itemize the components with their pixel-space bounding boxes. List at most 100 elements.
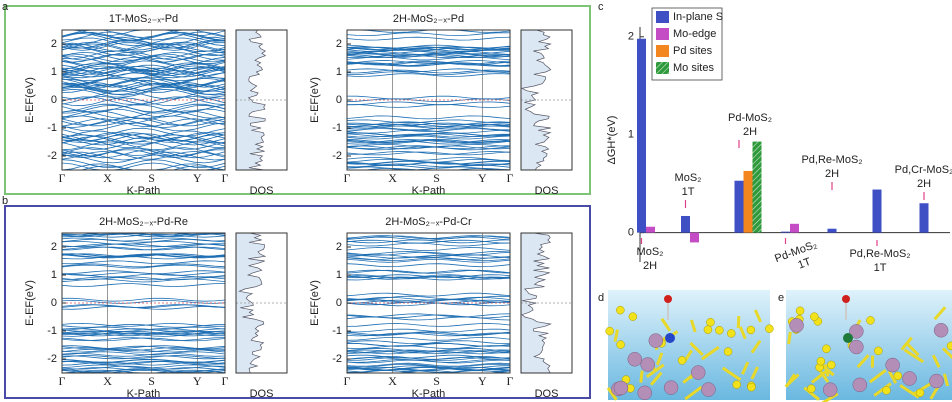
- x-tick-label: S: [148, 171, 155, 185]
- atom: [616, 306, 624, 314]
- panel-letter: b: [2, 195, 8, 207]
- legend-swatch: [656, 45, 669, 57]
- atom: [747, 383, 755, 391]
- atom: [649, 334, 663, 348]
- x-tick-label: Γ: [59, 374, 66, 388]
- category-label: 2H: [917, 178, 931, 190]
- y-tick-label: 1: [51, 66, 57, 78]
- chart-title: 2H-MoS₂₋ₓ-Pd-Re: [99, 216, 188, 228]
- atom: [822, 345, 830, 353]
- atom: [874, 347, 882, 355]
- panel-letter: d: [598, 292, 604, 304]
- y-tick-label: 1: [51, 269, 57, 281]
- y-tick-label: 0: [336, 94, 342, 106]
- y-tick-label: -1: [332, 122, 342, 134]
- bar: [753, 142, 762, 233]
- x-tick-label: X: [388, 374, 397, 388]
- x-tick-label: Γ: [344, 171, 351, 185]
- legend-label: In-plane S: [673, 11, 723, 23]
- bar: [873, 190, 882, 233]
- band-line: [347, 324, 510, 327]
- band-line: [347, 120, 510, 123]
- category-label: 2H: [825, 168, 839, 180]
- y-tick-label: 1: [336, 66, 342, 78]
- y-tick-label: -2: [332, 353, 342, 365]
- band-line: [347, 248, 510, 251]
- x-tick-label: X: [103, 374, 112, 388]
- category-label: MoS₂: [637, 246, 664, 258]
- legend-swatch: [656, 62, 669, 74]
- category-label: 2H: [743, 126, 757, 138]
- band-line: [62, 274, 225, 277]
- atom: [930, 374, 944, 388]
- x-tick-label: Γ: [222, 171, 229, 185]
- band-line: [347, 105, 510, 108]
- dos-label: DOS: [250, 185, 274, 197]
- bar: [690, 233, 699, 243]
- bond: [641, 371, 642, 383]
- atom: [706, 318, 714, 326]
- atom: [882, 386, 890, 394]
- x-tick-label: Γ: [59, 171, 66, 185]
- x-tick-label: Y: [193, 171, 202, 185]
- y-tick-label: 1: [336, 269, 342, 281]
- y-tick-label: 1: [628, 129, 634, 141]
- atom: [849, 340, 863, 354]
- atom: [704, 326, 712, 334]
- band-lines: [347, 236, 510, 373]
- y-tick-label: 2: [336, 241, 342, 253]
- band-line: [347, 96, 510, 99]
- atom: [934, 323, 948, 337]
- y-tick-label: 2: [51, 241, 57, 253]
- y-tick-label: -1: [47, 325, 57, 337]
- band-line: [62, 284, 225, 287]
- band-line: [347, 337, 510, 340]
- atom: [606, 327, 614, 335]
- bar: [637, 39, 646, 233]
- chart-title: 2H-MoS₂₋ₓ-Pd-Cr: [385, 216, 472, 228]
- bar: [828, 229, 837, 233]
- band-line: [347, 264, 510, 267]
- y-tick-label: -2: [332, 150, 342, 162]
- category-label: Pd-MoS₂: [728, 112, 772, 124]
- bar: [781, 232, 790, 233]
- x-tick-label: S: [433, 171, 440, 185]
- legend-swatch: [656, 28, 669, 40]
- category-label: 2H: [643, 260, 657, 272]
- y-tick-label: -2: [47, 150, 57, 162]
- atom: [827, 361, 835, 369]
- atom: [665, 333, 675, 343]
- legend-swatch: [656, 11, 669, 23]
- atom: [853, 378, 867, 392]
- x-tick-label: Γ: [507, 374, 514, 388]
- x-tick-label: S: [148, 374, 155, 388]
- y-axis-label: ΔGH*(eV): [606, 116, 618, 165]
- atom: [617, 341, 625, 349]
- y-tick-label: 2: [628, 31, 634, 43]
- y-axis-label: E-EF(eV): [24, 280, 36, 326]
- atom: [790, 318, 804, 332]
- band-line: [347, 37, 510, 40]
- atom: [810, 313, 818, 321]
- x-axis-label: K-Path: [127, 388, 161, 400]
- atom: [641, 358, 655, 372]
- category-label: 1T: [682, 186, 695, 198]
- dos-label: DOS: [250, 388, 274, 400]
- band-line: [347, 293, 510, 296]
- y-tick-label: -1: [47, 122, 57, 134]
- band-line: [347, 102, 510, 105]
- atom: [886, 358, 900, 372]
- category-label: 1T: [796, 256, 812, 272]
- panel-letter: a: [2, 1, 9, 13]
- category-label: MoS₂: [675, 172, 702, 184]
- band-line: [347, 116, 510, 119]
- atom: [823, 383, 837, 397]
- atom: [796, 307, 804, 315]
- x-tick-label: S: [433, 374, 440, 388]
- atom: [629, 313, 637, 321]
- x-tick-label: Y: [193, 374, 202, 388]
- atom: [678, 356, 686, 364]
- panel-letter: e: [778, 292, 784, 304]
- y-tick-label: 0: [51, 94, 57, 106]
- atom: [628, 352, 642, 366]
